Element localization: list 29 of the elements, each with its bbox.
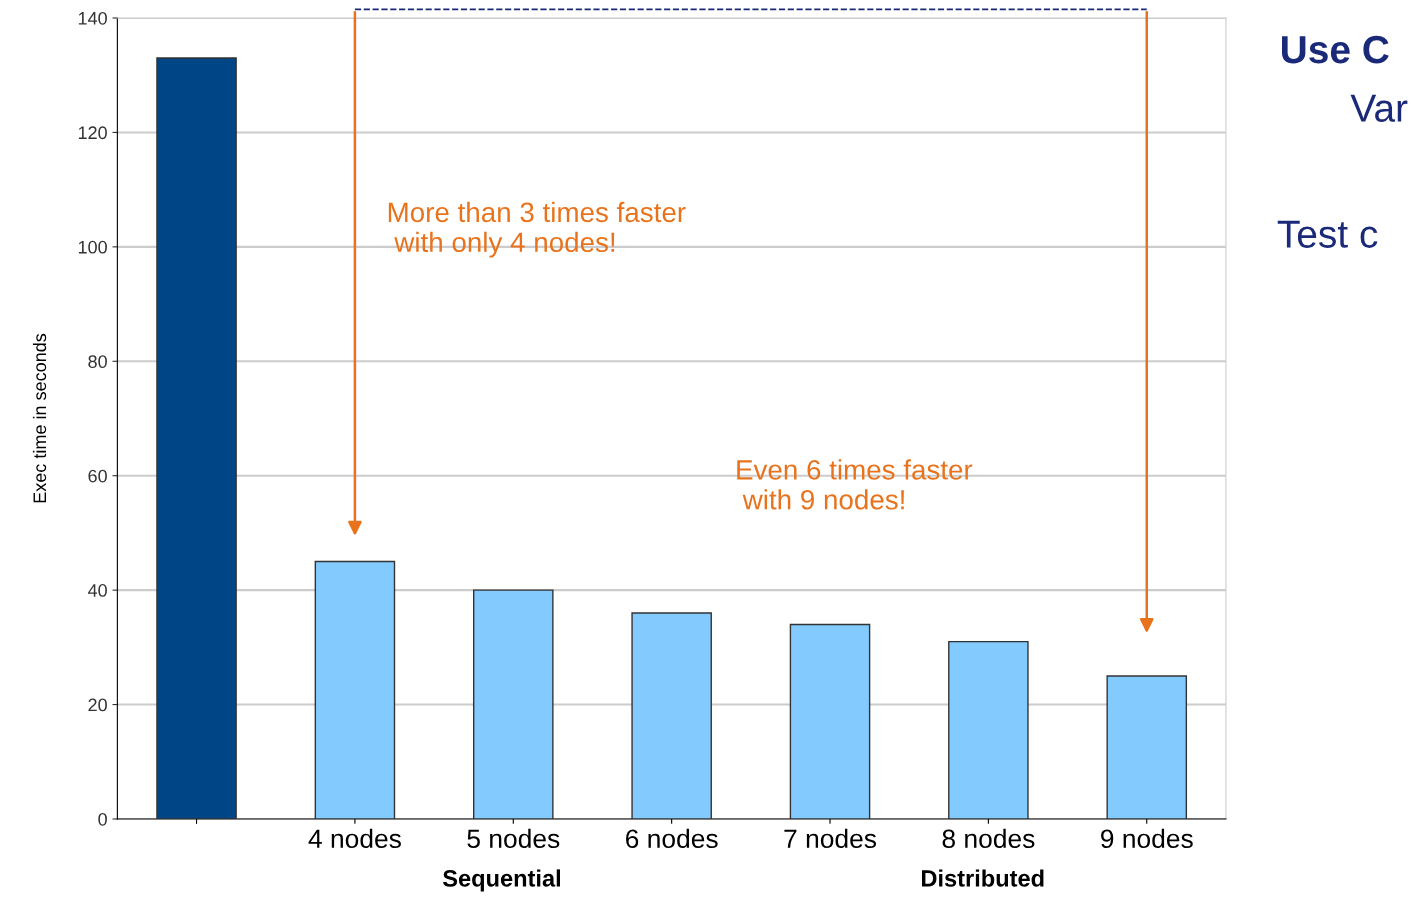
y-tick-label: 100 bbox=[78, 240, 107, 254]
bar bbox=[631, 612, 712, 819]
bar bbox=[472, 589, 554, 819]
y-axis-title: Exec time in seconds bbox=[32, 333, 47, 503]
text: Test c bbox=[1277, 220, 1378, 248]
annotation: More than 3 times faster with only 4 nodes! bbox=[388, 201, 686, 258]
text: Sequential bbox=[442, 869, 560, 892]
bar bbox=[789, 623, 871, 819]
y-tick-label: 80 bbox=[88, 355, 107, 369]
x-tick-label: 7 nodes bbox=[784, 828, 877, 849]
bar bbox=[156, 57, 237, 819]
x-tick-label: 8 nodes bbox=[942, 828, 1035, 849]
annotation: Even 6 times faster with 9 nodes! bbox=[737, 459, 973, 510]
text: Use C bbox=[1282, 35, 1389, 64]
bar bbox=[1106, 675, 1188, 819]
bar bbox=[948, 640, 1029, 819]
text: Distributed bbox=[922, 869, 1044, 887]
y-tick-label: 140 bbox=[78, 11, 107, 25]
x-tick-label: 6 nodes bbox=[626, 828, 718, 849]
x-tick-label: 9 nodes bbox=[1101, 828, 1193, 849]
x-tick-label: 4 nodes bbox=[308, 828, 401, 849]
x-tick-label: 5 nodes bbox=[467, 828, 560, 849]
y-tick-label: 0 bbox=[98, 812, 107, 826]
text: Var bbox=[1350, 94, 1408, 122]
y-tick-label: 120 bbox=[78, 126, 107, 140]
y-tick-label: 40 bbox=[87, 584, 107, 597]
y-tick-label: 20 bbox=[88, 698, 107, 712]
y-tick-label: 60 bbox=[88, 469, 107, 483]
bar bbox=[314, 560, 396, 819]
